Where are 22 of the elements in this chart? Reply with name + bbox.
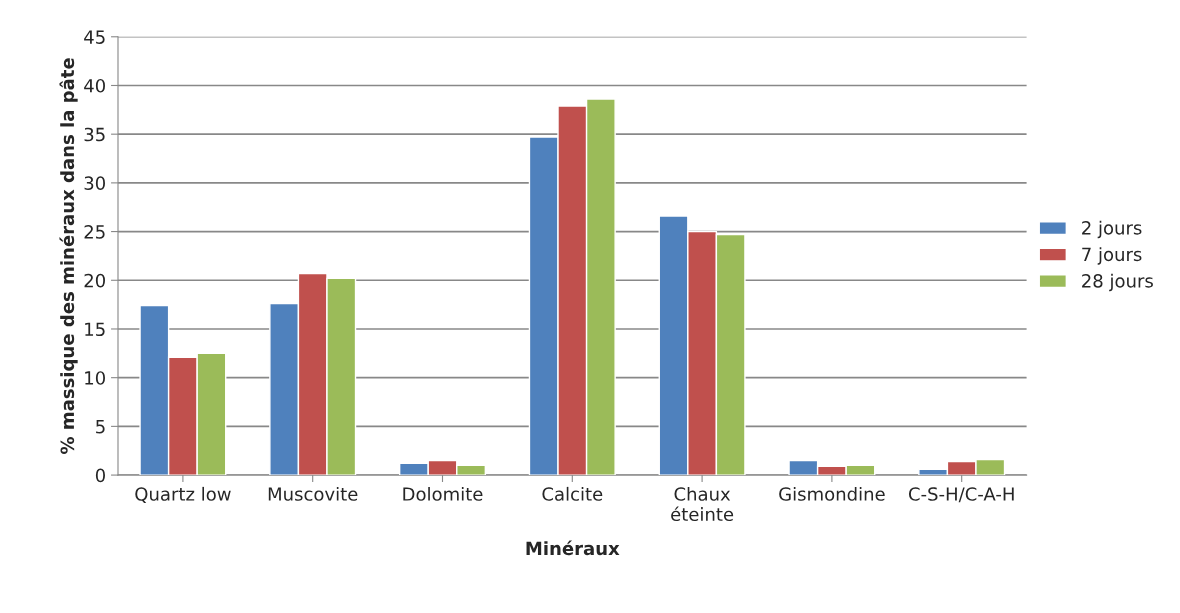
y-tick-label: 45 <box>84 30 105 44</box>
legend-label: 7 jours <box>1082 247 1142 265</box>
y-tick-label: 15 <box>85 322 105 337</box>
x-tick-label: C-S-H/C-A-H <box>908 487 1014 503</box>
legend-label: 28 jours <box>1082 273 1153 292</box>
x-tick-label: Chaux éteinte <box>671 486 734 522</box>
x-axis-title: Minéraux <box>526 540 620 556</box>
x-tick-label: Calcite <box>542 486 603 501</box>
x-tick-label: Gismondine <box>779 486 885 501</box>
y-tick-label: 5 <box>96 420 105 434</box>
y-axis-title: % massique des minéraux dans la pâte <box>59 58 78 454</box>
y-tick-label: 35 <box>84 127 105 142</box>
y-tick-label: 30 <box>84 176 105 190</box>
y-tick-label: 10 <box>85 371 105 385</box>
x-tick-label: Quartz low <box>135 486 231 503</box>
y-tick-label: 0 <box>95 468 105 483</box>
legend-label: 2 jours <box>1082 220 1142 239</box>
x-tick-label: Dolomite <box>403 486 483 501</box>
y-tick-label: 25 <box>84 225 105 239</box>
y-tick-label: 20 <box>84 273 105 288</box>
x-tick-label: Muscovite <box>268 486 358 501</box>
y-tick-label: 40 <box>84 78 105 93</box>
